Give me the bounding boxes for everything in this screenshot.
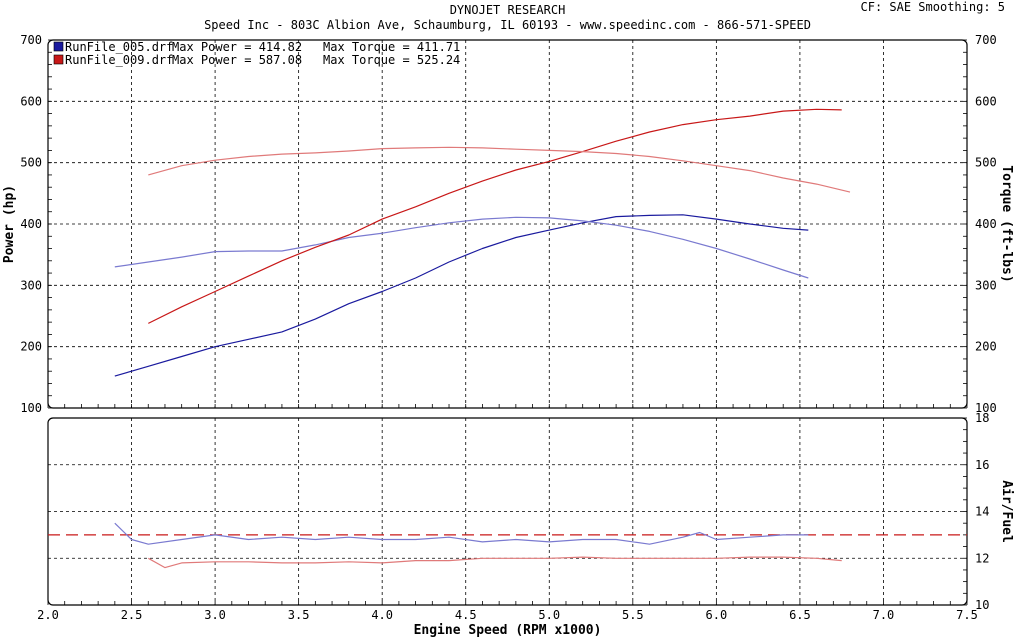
x-tick-label: 2.0 <box>37 608 59 622</box>
y2-tick-label: 100 <box>975 401 997 415</box>
legend-swatch <box>53 54 64 65</box>
chart-subtitle: Speed Inc - 803C Albion Ave, Schaumburg,… <box>204 18 811 32</box>
legend-max-torque: Max Torque = 525.24 <box>323 53 460 67</box>
settings-readout: CF: SAE Smoothing: 5 <box>860 0 1006 14</box>
y-tick-label: 500 <box>20 156 42 170</box>
legend-file: RunFile_009.drf <box>65 53 173 67</box>
legend-max-power: Max Power = 587.08 <box>172 53 302 67</box>
y2-tick-label: 600 <box>975 94 997 108</box>
legend-max-torque: Max Torque = 411.71 <box>323 40 460 54</box>
chart-title: DYNOJET RESEARCH <box>449 3 566 17</box>
y-tick-label: 100 <box>20 401 42 415</box>
x-tick-label: 3.5 <box>288 608 310 622</box>
y2-axis-title: Torque (ft-lbs) <box>999 165 1014 282</box>
series-power-runfile-009 <box>148 108 842 324</box>
y-tick-label: 300 <box>20 278 42 292</box>
y-tick-label: 400 <box>20 217 42 231</box>
series-torque-runfile-009 <box>148 146 851 193</box>
series-airfuel-runfile-009 <box>148 556 842 569</box>
airfuel-tick-label: 14 <box>975 505 989 519</box>
y2-tick-label: 300 <box>975 278 997 292</box>
airfuel-axis-title: Air/Fuel <box>999 480 1014 543</box>
x-tick-label: 7.0 <box>873 608 895 622</box>
y2-tick-label: 200 <box>975 340 997 354</box>
legend-file: RunFile_005.drf <box>65 40 173 54</box>
series-torque-runfile-005 <box>114 216 809 279</box>
airfuel-tick-label: 10 <box>975 598 989 612</box>
y2-tick-label: 500 <box>975 156 997 170</box>
airfuel-tick-label: 12 <box>975 551 989 565</box>
x-axis-title: Engine Speed (RPM x1000) <box>414 623 602 637</box>
legend-swatch <box>53 41 64 52</box>
series-power-runfile-005 <box>114 214 809 377</box>
x-tick-label: 4.0 <box>371 608 393 622</box>
y-tick-label: 200 <box>20 340 42 354</box>
x-tick-label: 6.0 <box>706 608 728 622</box>
legend-max-power: Max Power = 414.82 <box>172 40 302 54</box>
x-tick-label: 6.5 <box>789 608 811 622</box>
airfuel-tick-label: 16 <box>975 458 989 472</box>
x-tick-label: 5.5 <box>622 608 644 622</box>
y-tick-label: 700 <box>20 33 42 47</box>
airfuel-tick-label: 18 <box>975 411 989 425</box>
y-axis-title: Power (hp) <box>2 185 17 263</box>
x-tick-label: 2.5 <box>121 608 143 622</box>
x-tick-label: 4.5 <box>455 608 477 622</box>
y2-tick-label: 700 <box>975 33 997 47</box>
x-tick-label: 3.0 <box>204 608 226 622</box>
series-airfuel-runfile-005 <box>114 522 809 545</box>
x-tick-label: 5.0 <box>538 608 560 622</box>
y2-tick-label: 400 <box>975 217 997 231</box>
x-tick-label: 7.5 <box>956 608 978 622</box>
y-tick-label: 600 <box>20 94 42 108</box>
